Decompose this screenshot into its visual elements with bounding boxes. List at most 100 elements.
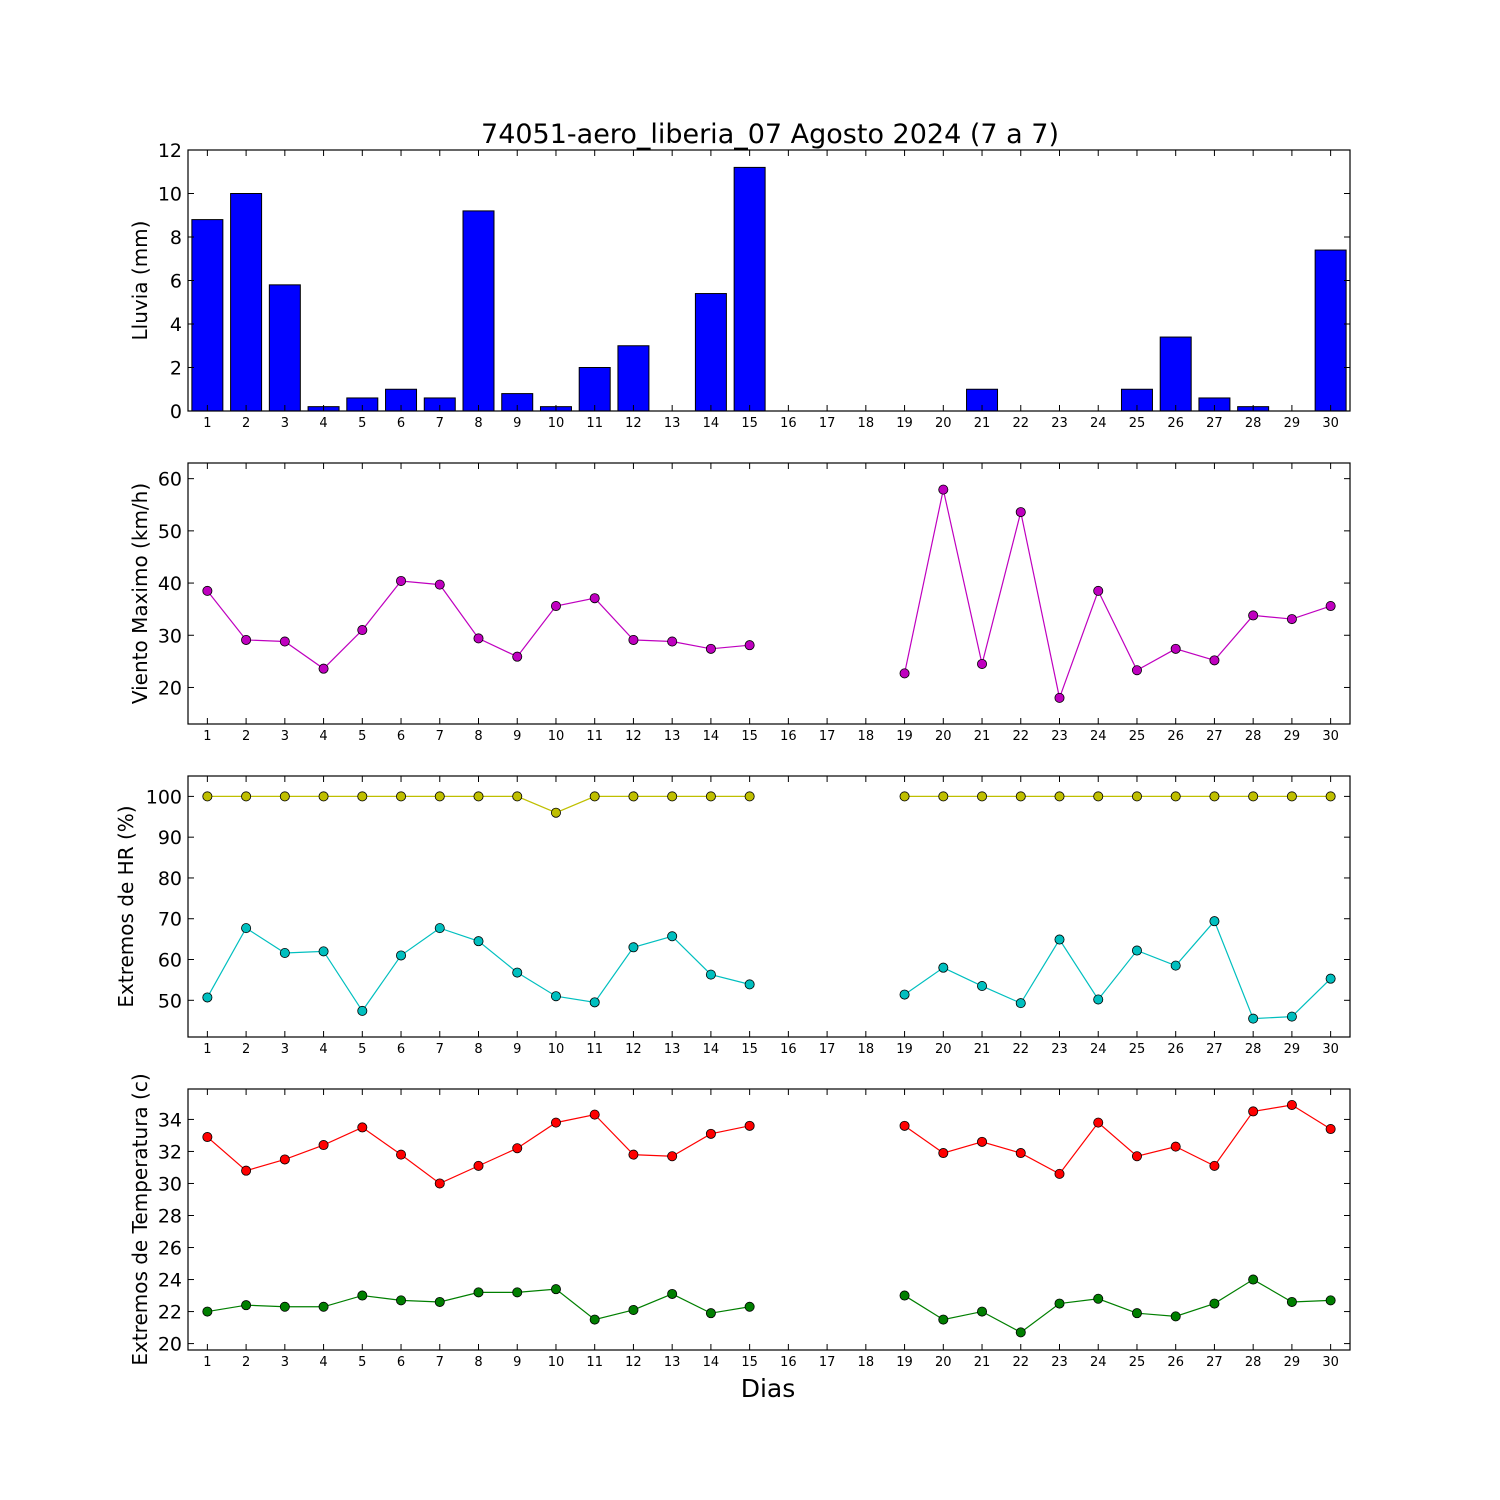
x-tick-label: 3	[281, 416, 289, 431]
x-tick-label: 14	[703, 1355, 720, 1370]
x-tick-label: 24	[1090, 416, 1107, 431]
y-tick-label: 100	[146, 786, 182, 808]
x-tick-label: 1	[203, 1355, 211, 1370]
x-tick-label: 14	[703, 729, 720, 744]
y-axis-label: Extremos de HR (%)	[114, 805, 138, 1007]
point-series-1-day-27	[1209, 1160, 1220, 1171]
x-tick-label: 1	[203, 729, 211, 744]
point-series-2-day-7	[434, 923, 445, 934]
x-tick-label: 7	[436, 1042, 444, 1057]
series-line-1	[206, 1104, 1331, 1185]
point-series-2-day-20	[938, 1314, 949, 1325]
x-tick-label: 18	[858, 1355, 875, 1370]
x-tick-label: 4	[319, 416, 327, 431]
point-series-1-day-20	[938, 791, 949, 802]
plot-frame	[187, 775, 1351, 1038]
x-tick-label: 20	[935, 416, 952, 431]
point-series-2-day-23	[1054, 1298, 1065, 1309]
point-series-1-day-21	[977, 658, 988, 669]
point-series-2-day-26	[1170, 1311, 1181, 1322]
point-series-2-day-10	[550, 1284, 561, 1295]
point-series-1-day-4	[318, 1140, 329, 1151]
point-series-1-day-6	[396, 575, 407, 586]
x-tick-label: 3	[281, 1355, 289, 1370]
point-series-2-day-29	[1286, 1011, 1297, 1022]
point-series-2-day-28	[1248, 1013, 1259, 1024]
point-series-1-day-5	[357, 1122, 368, 1133]
point-series-1-day-13	[667, 1151, 678, 1162]
x-tick-label: 23	[1051, 1355, 1068, 1370]
x-tick-label: 28	[1245, 729, 1262, 744]
x-tick-label: 15	[741, 1355, 758, 1370]
x-tick-label: 9	[513, 416, 521, 431]
x-tick-label: 10	[548, 729, 565, 744]
x-tick-label: 5	[358, 1355, 366, 1370]
x-tick-label: 15	[741, 416, 758, 431]
x-tick-label: 2	[242, 416, 250, 431]
point-series-1-day-26	[1170, 791, 1181, 802]
y-tick-label: 60	[158, 950, 182, 972]
point-series-1-day-9	[512, 1143, 523, 1154]
point-series-2-day-12	[628, 1304, 639, 1315]
x-tick-label: 23	[1051, 416, 1068, 431]
point-series-2-day-25	[1131, 1308, 1142, 1319]
point-series-1-day-20	[938, 484, 949, 495]
point-series-2-day-28	[1248, 1274, 1259, 1285]
point-series-2-day-5	[357, 1005, 368, 1016]
point-series-1-day-8	[473, 791, 484, 802]
x-tick-label: 11	[586, 729, 603, 744]
point-series-2-day-3	[279, 947, 290, 958]
point-series-2-day-2	[241, 923, 252, 934]
y-tick-label: 28	[158, 1205, 182, 1227]
point-series-1-day-7	[434, 1178, 445, 1189]
y-tick-label: 80	[158, 868, 182, 890]
x-tick-label: 13	[664, 1042, 681, 1057]
x-tick-label: 15	[741, 729, 758, 744]
x-tick-label: 24	[1090, 1042, 1107, 1057]
point-series-2-day-24	[1093, 994, 1104, 1005]
x-tick-label: 27	[1206, 729, 1223, 744]
point-series-2-day-5	[357, 1290, 368, 1301]
point-series-2-day-25	[1131, 945, 1142, 956]
point-series-2-day-13	[667, 1288, 678, 1299]
x-tick-label: 29	[1284, 729, 1301, 744]
x-tick-label: 14	[703, 416, 720, 431]
x-tick-label: 9	[513, 1355, 521, 1370]
x-tick-label: 3	[281, 729, 289, 744]
x-tick-label: 26	[1167, 416, 1184, 431]
point-series-1-day-11	[589, 791, 600, 802]
x-tick-label: 22	[1012, 1355, 1029, 1370]
point-series-1-day-14	[705, 1128, 716, 1139]
point-series-1-day-5	[357, 791, 368, 802]
point-series-1-day-2	[241, 634, 252, 645]
point-series-1-day-29	[1286, 1100, 1297, 1111]
bar-day-1	[191, 219, 224, 412]
point-series-2-day-15	[744, 979, 755, 990]
x-tick-label: 12	[625, 729, 642, 744]
x-tick-label: 25	[1129, 1355, 1146, 1370]
point-series-1-day-25	[1131, 1151, 1142, 1162]
y-axis-label: Extremos de Temperatura (c)	[128, 1073, 152, 1365]
x-tick-label: 24	[1090, 729, 1107, 744]
x-tick-label: 1	[203, 1042, 211, 1057]
point-series-1-day-19	[899, 1120, 910, 1131]
y-tick-label: 24	[158, 1270, 182, 1292]
point-series-2-day-30	[1325, 1295, 1336, 1306]
point-series-2-day-4	[318, 946, 329, 957]
bar-day-2	[230, 193, 263, 412]
point-series-2-day-1	[202, 992, 213, 1003]
figure-title: 74051-aero_liberia_07 Agosto 2024 (7 a 7…	[481, 119, 1059, 150]
x-tick-label: 6	[397, 1355, 405, 1370]
y-axis-label: Viento Maximo (km/h)	[128, 483, 152, 704]
point-series-2-day-22	[1015, 1327, 1026, 1338]
x-tick-label: 21	[974, 1355, 991, 1370]
point-series-1-day-26	[1170, 643, 1181, 654]
point-series-1-day-20	[938, 1148, 949, 1159]
point-series-2-day-2	[241, 1300, 252, 1311]
x-tick-label: 26	[1167, 1042, 1184, 1057]
y-tick-label: 8	[170, 227, 182, 249]
bar-day-3	[268, 284, 301, 412]
point-series-2-day-1	[202, 1306, 213, 1317]
